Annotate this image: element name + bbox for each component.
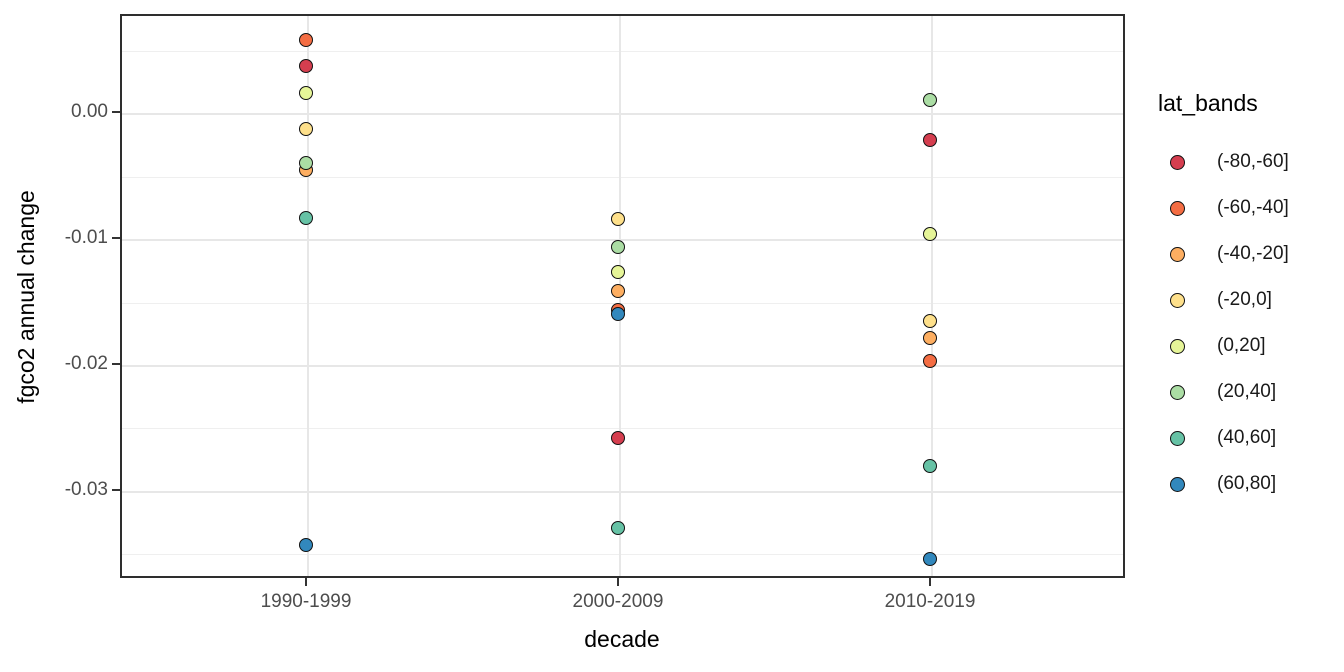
- x-tick-mark: [616, 578, 619, 586]
- data-point: [923, 458, 938, 473]
- x-tick-label: 2010-2019: [884, 591, 976, 612]
- legend-key-icon: [1170, 430, 1185, 446]
- legend-label: (-20,0]: [1217, 289, 1272, 310]
- y-tick-label: -0.01: [64, 227, 108, 249]
- y-tick-label: -0.02: [64, 352, 108, 374]
- legend-label: (0,20]: [1217, 335, 1266, 356]
- x-tick-label: 1990-1999: [260, 591, 352, 612]
- legend-title: lat_bands: [1158, 90, 1258, 116]
- category-gridline: [307, 16, 310, 576]
- legend-entry: (20,40]: [1158, 369, 1338, 415]
- major-gridline: [122, 364, 1123, 367]
- legend-key-icon: [1170, 338, 1185, 354]
- legend-entry: (60,80]: [1158, 461, 1338, 507]
- y-tick-mark: [112, 237, 120, 240]
- data-point: [610, 431, 625, 446]
- data-point: [299, 155, 314, 170]
- legend-label: (-80,-60]: [1217, 151, 1289, 172]
- legend-label: (60,80]: [1217, 473, 1277, 494]
- data-point: [923, 227, 938, 242]
- legend-key-icon: [1170, 246, 1185, 262]
- data-point: [299, 33, 314, 48]
- x-axis-title: decade: [584, 626, 660, 652]
- legend: lat_bands (-80,-60] (-60,-40] (-40,-20] (-2…: [1158, 90, 1338, 507]
- minor-gridline: [122, 428, 1123, 430]
- x-tick-label: 2000-2009: [572, 591, 664, 612]
- data-point: [610, 520, 625, 535]
- data-point: [610, 283, 625, 298]
- y-tick-mark: [112, 362, 120, 365]
- data-point: [610, 265, 625, 280]
- legend-entry: (-20,0]: [1158, 277, 1338, 323]
- legend-label: (-60,-40]: [1217, 197, 1289, 218]
- y-tick-mark: [112, 111, 120, 114]
- legend-entry: (-60,-40]: [1158, 185, 1338, 231]
- data-point: [299, 538, 314, 553]
- legend-key-icon: [1170, 384, 1185, 400]
- data-point: [299, 86, 314, 101]
- major-gridline: [122, 490, 1123, 493]
- major-gridline: [122, 113, 1123, 116]
- y-axis-title: fgco2 annual change: [13, 190, 39, 404]
- legend-entry: (-80,-60]: [1158, 139, 1338, 185]
- minor-gridline: [122, 50, 1123, 52]
- data-point: [299, 210, 314, 225]
- legend-label: (-40,-20]: [1217, 243, 1289, 264]
- legend-entry: (-40,-20]: [1158, 231, 1338, 277]
- legend-key-icon: [1170, 476, 1185, 492]
- data-point: [923, 552, 938, 567]
- y-tick-label: -0.03: [64, 478, 108, 500]
- data-point: [923, 354, 938, 369]
- plot-panel: [120, 14, 1125, 578]
- data-point: [923, 314, 938, 329]
- legend-label: (20,40]: [1217, 381, 1277, 402]
- minor-gridline: [122, 302, 1123, 304]
- data-point: [610, 306, 625, 321]
- legend-label: (40,60]: [1217, 427, 1277, 448]
- y-tick-mark: [112, 488, 120, 491]
- data-point: [923, 92, 938, 107]
- x-tick-mark: [929, 578, 932, 586]
- data-point: [610, 212, 625, 227]
- legend-key-icon: [1170, 200, 1185, 216]
- legend-key-icon: [1170, 154, 1185, 170]
- data-point: [299, 121, 314, 136]
- category-gridline: [931, 16, 934, 576]
- minor-gridline: [122, 176, 1123, 178]
- minor-gridline: [122, 554, 1123, 556]
- legend-key-icon: [1170, 292, 1185, 308]
- legend-entry: (40,60]: [1158, 415, 1338, 461]
- y-tick-label: 0.00: [71, 101, 108, 123]
- data-point: [923, 330, 938, 345]
- data-point: [923, 132, 938, 147]
- data-point: [610, 239, 625, 254]
- major-gridline: [122, 239, 1123, 242]
- legend-entry: (0,20]: [1158, 323, 1338, 369]
- x-tick-mark: [305, 578, 308, 586]
- data-point: [299, 58, 314, 73]
- legend-entries: (-80,-60] (-60,-40] (-40,-20] (-20,0] (0,20]…: [1158, 139, 1338, 507]
